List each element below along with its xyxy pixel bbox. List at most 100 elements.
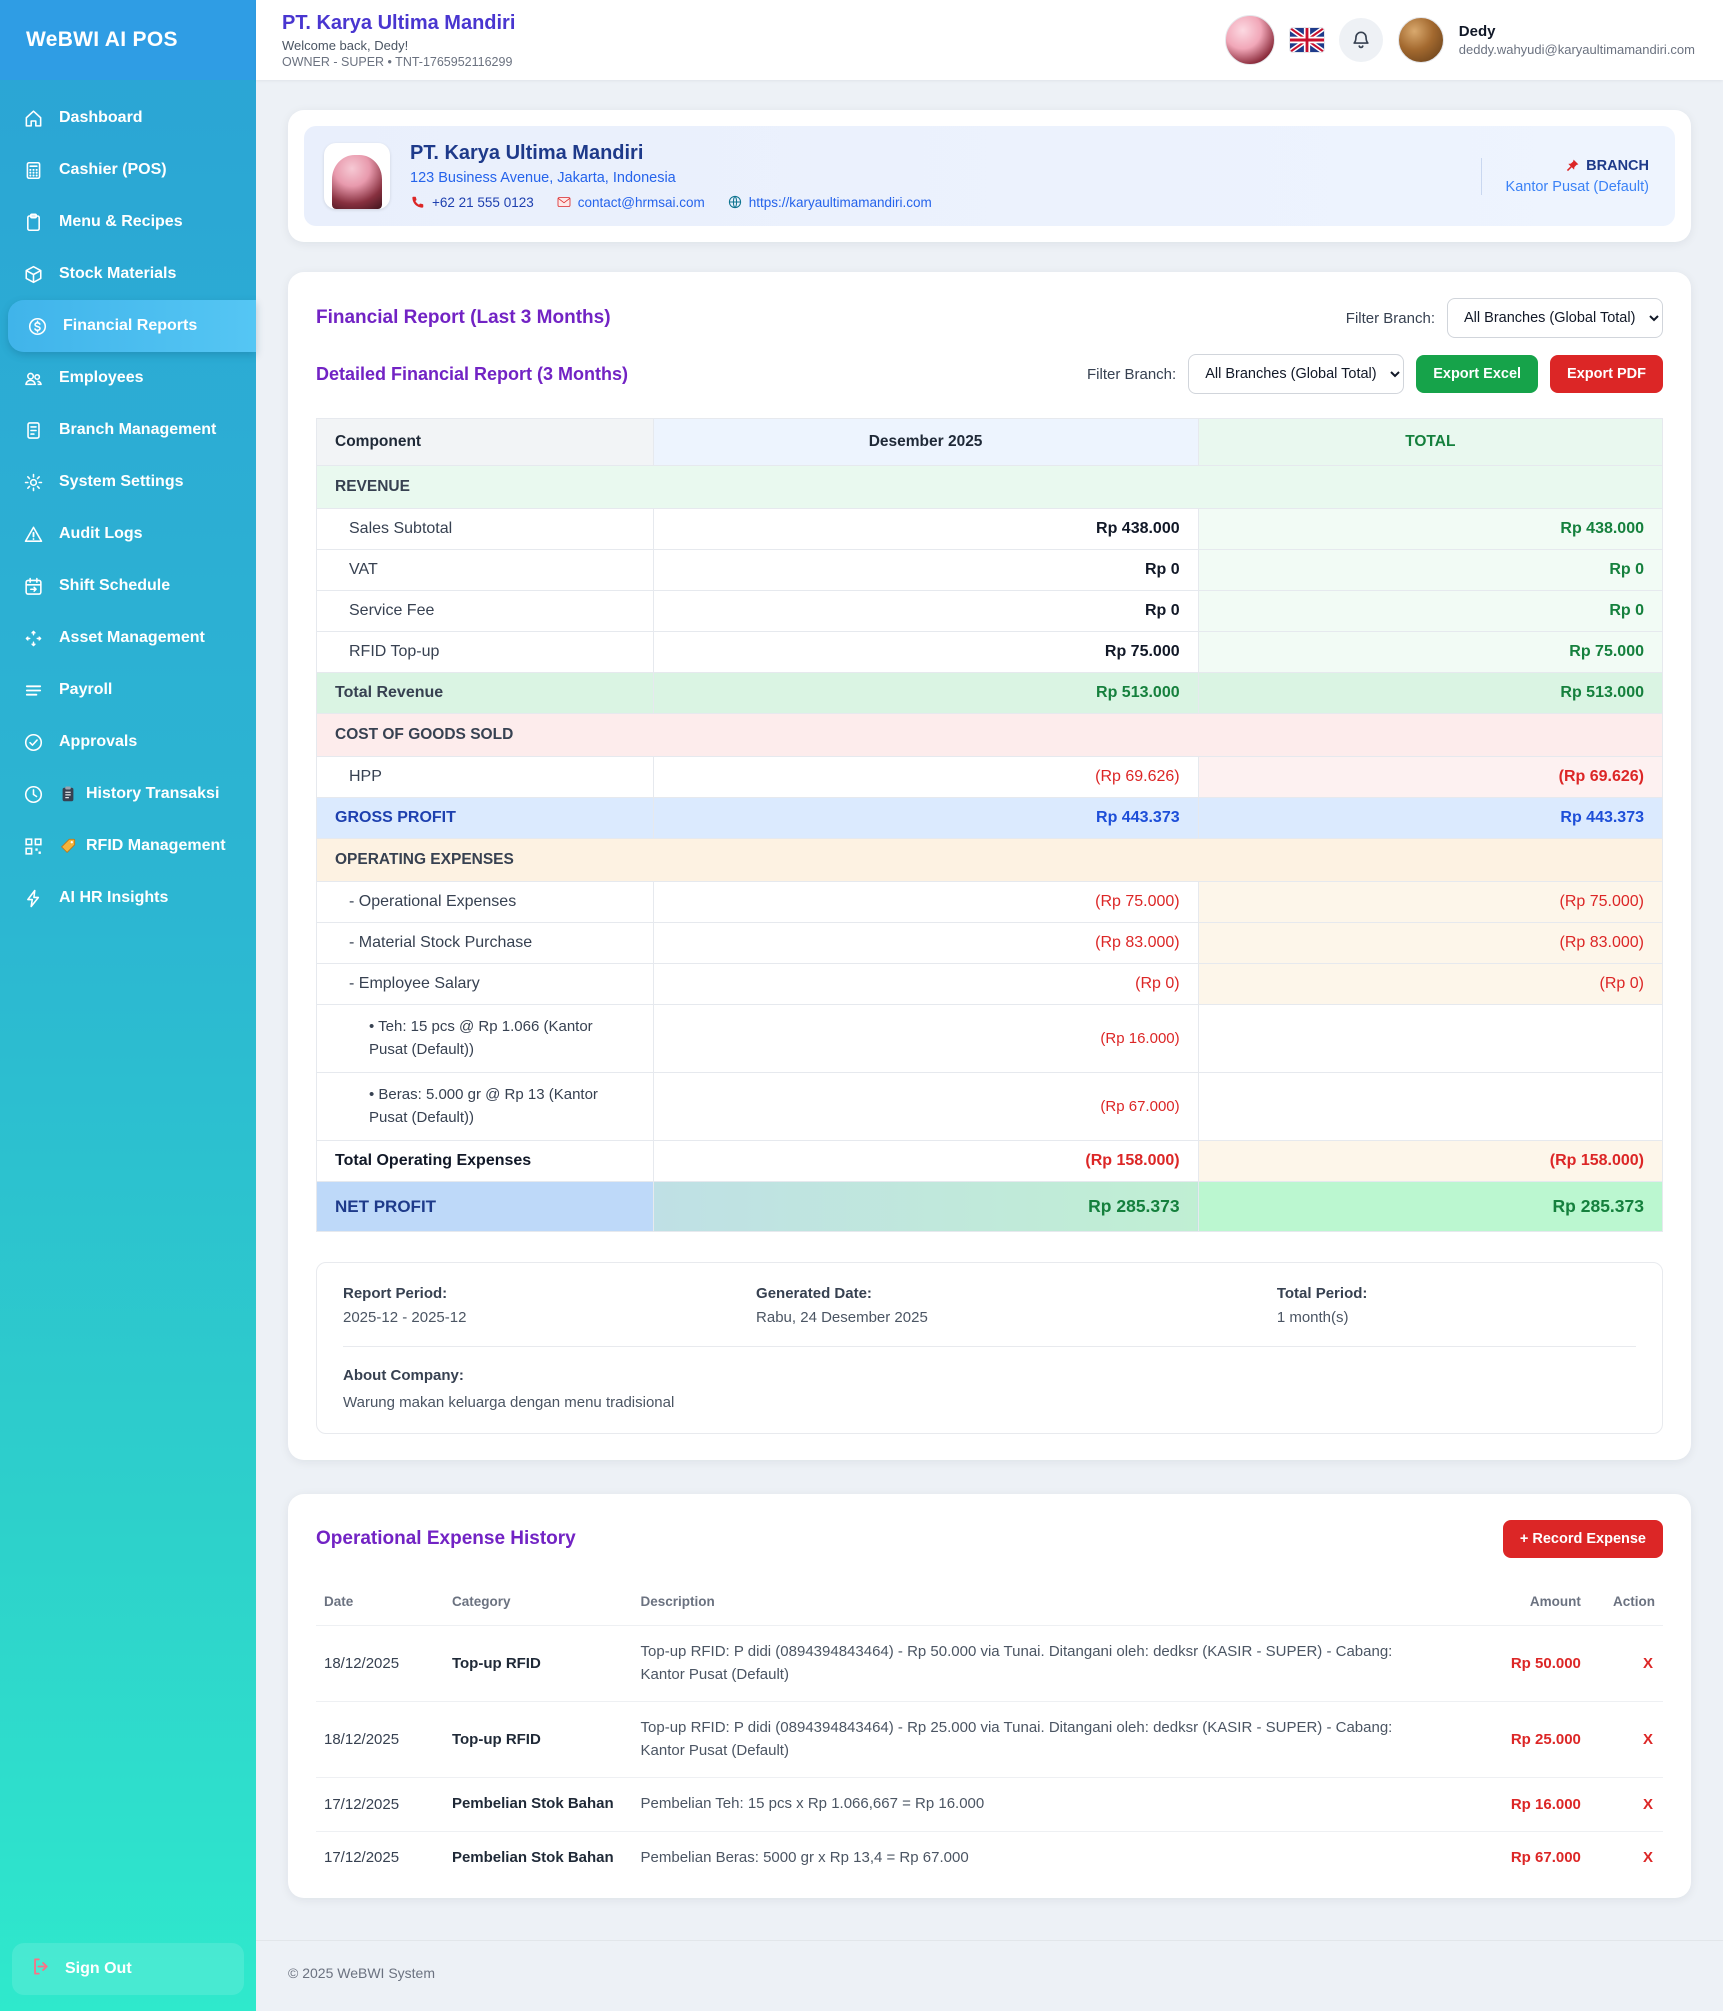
sidebar: WeBWI AI POS Dashboard Cashier (POS) Men… xyxy=(0,0,256,2011)
table-row: RFID Top-up Rp 75.000 Rp 75.000 xyxy=(316,631,1664,673)
sidebar-item-shift-schedule[interactable]: Shift Schedule xyxy=(0,560,256,612)
delete-expense-button[interactable]: X xyxy=(1588,1830,1663,1884)
company-address: 123 Business Avenue, Jakarta, Indonesia xyxy=(410,170,676,186)
sidebar-item-label: AI HR Insights xyxy=(59,889,169,906)
user-name: Dedy xyxy=(1458,23,1496,40)
expense-header-row: Date Category Description Amount Action xyxy=(316,1586,1663,1626)
sidebar-item-branch-management[interactable]: Branch Management xyxy=(0,404,256,456)
clock-icon xyxy=(22,783,44,805)
branch-filter-select-detail[interactable]: All Branches (Global Total) xyxy=(1188,354,1405,394)
lightning-icon xyxy=(22,887,44,909)
company-avatar xyxy=(324,143,390,209)
sidebar-item-system-settings[interactable]: System Settings xyxy=(0,456,256,508)
sign-out-button[interactable]: Sign Out xyxy=(12,1943,244,1995)
sidebar-item-payroll[interactable]: Payroll xyxy=(0,664,256,716)
globe-icon xyxy=(728,195,741,209)
sidebar-item-history-transaksi[interactable]: History Transaksi xyxy=(0,768,256,820)
sidebar-item-rfid-management[interactable]: RFID Management xyxy=(0,820,256,872)
page-title: PT. Karya Ultima Mandiri xyxy=(282,11,516,34)
expense-row: 17/12/2025 Pembelian Stok Bahan Pembelia… xyxy=(316,1830,1663,1884)
user-info: Dedy deddy.wahyudi@karyaultimamandiri.co… xyxy=(1459,23,1695,57)
gear-icon xyxy=(22,471,44,493)
tenant-meta: OWNER - SUPER • TNT-1765952116299 xyxy=(282,54,513,69)
sidebar-item-approvals[interactable]: Approvals xyxy=(0,716,256,768)
branch-info: BRANCH Kantor Pusat (Default) xyxy=(1480,157,1649,195)
assistant-avatar[interactable] xyxy=(1224,15,1275,65)
calendar-icon xyxy=(22,575,44,597)
company-inner-card: PT. Karya Ultima Mandiri 123 Business Av… xyxy=(304,126,1675,226)
column-header-total: TOTAL xyxy=(1197,418,1664,466)
sidebar-item-label: Asset Management xyxy=(59,629,205,646)
company-phone-link[interactable]: +62 21 555 0123 xyxy=(410,194,534,210)
header-actions: Dedy deddy.wahyudi@karyaultimamandiri.co… xyxy=(1224,15,1695,65)
tag-emoji-icon xyxy=(59,837,77,855)
column-header-amount: Amount xyxy=(1529,1594,1581,1609)
sidebar-item-cashier[interactable]: Cashier (POS) xyxy=(0,144,256,196)
expense-history-card: Operational Expense History + Record Exp… xyxy=(288,1494,1691,1898)
filter-branch-top: Filter Branch: All Branches (Global Tota… xyxy=(1346,298,1663,338)
clipboard-emoji-icon xyxy=(59,785,77,803)
export-pdf-button[interactable]: Export PDF xyxy=(1550,355,1663,393)
sidebar-item-label: Financial Reports xyxy=(63,317,198,334)
report-title: Financial Report (Last 3 Months) xyxy=(316,307,611,328)
expense-row: 18/12/2025 Top-up RFID Top-up RFID: P di… xyxy=(316,1625,1663,1702)
export-excel-button[interactable]: Export Excel xyxy=(1416,355,1539,393)
warning-triangle-icon xyxy=(22,523,44,545)
sign-out-label: Sign Out xyxy=(65,1960,132,1977)
sidebar-item-label: Cashier (POS) xyxy=(59,161,167,178)
financial-report-card: Financial Report (Last 3 Months) Filter … xyxy=(288,272,1691,1460)
sidebar-item-financial-reports[interactable]: Financial Reports xyxy=(8,300,256,352)
about-company: About Company: Warung makan keluarga den… xyxy=(343,1367,675,1411)
total-operating-expenses-row: Total Operating Expenses (Rp 158.000) (Rp … xyxy=(316,1140,1664,1182)
move-arrows-icon xyxy=(22,627,44,649)
branch-filter-select[interactable]: All Branches (Global Total) xyxy=(1447,298,1663,338)
cube-icon xyxy=(22,263,44,285)
delete-expense-button[interactable]: X xyxy=(1588,1777,1663,1831)
notifications-button[interactable] xyxy=(1338,18,1383,62)
sidebar-item-asset-management[interactable]: Asset Management xyxy=(0,612,256,664)
sidebar-menu: Dashboard Cashier (POS) Menu & Recipes S… xyxy=(0,80,256,1933)
main-area: PT. Karya Ultima Mandiri Welcome back, D… xyxy=(256,0,1723,2011)
branch-label: BRANCH xyxy=(1506,158,1649,174)
sidebar-item-label: RFID Management xyxy=(86,837,226,854)
expense-row: 17/12/2025 Pembelian Stok Bahan Pembelia… xyxy=(316,1777,1663,1831)
sidebar-item-label: System Settings xyxy=(59,473,184,490)
generated-date: Generated Date: Rabu, 24 Desember 2025 xyxy=(756,1285,928,1326)
table-row: - Operational Expenses (Rp 75.000) (Rp 75.… xyxy=(316,881,1664,923)
dollar-circle-icon xyxy=(26,315,48,337)
user-email: deddy.wahyudi@karyaultimamandiri.com xyxy=(1458,42,1695,57)
bell-icon xyxy=(1353,31,1369,49)
copyright-text: © 2025 WeBWI System xyxy=(288,1965,435,1981)
sidebar-item-dashboard[interactable]: Dashboard xyxy=(0,92,256,144)
company-website-link[interactable]: https://karyaultimamandiri.com xyxy=(727,194,932,210)
company-card: PT. Karya Ultima Mandiri 123 Business Av… xyxy=(288,110,1691,242)
sidebar-item-stock-materials[interactable]: Stock Materials xyxy=(0,248,256,300)
sidebar-item-ai-hr-insights[interactable]: AI HR Insights xyxy=(0,872,256,924)
company-email-link[interactable]: contact@hrmsai.com xyxy=(556,194,705,210)
expense-table: Date Category Description Amount Action … xyxy=(316,1586,1663,1884)
table-row: Sales Subtotal Rp 438.000 Rp 438.000 xyxy=(316,508,1664,550)
qr-code-icon xyxy=(22,835,44,857)
phone-icon xyxy=(412,196,424,208)
sidebar-item-label: Menu & Recipes xyxy=(59,213,183,230)
welcome-text: Welcome back, Dedy! xyxy=(282,37,409,53)
language-flag-button[interactable] xyxy=(1289,28,1324,52)
users-icon xyxy=(22,367,44,389)
filter-branch-label: Filter Branch: xyxy=(1087,365,1177,383)
sidebar-item-employees[interactable]: Employees xyxy=(0,352,256,404)
user-avatar[interactable] xyxy=(1397,17,1444,63)
record-expense-button[interactable]: + Record Expense xyxy=(1502,1520,1663,1558)
home-icon xyxy=(22,107,44,129)
table-row: - Material Stock Purchase (Rp 83.000) (Rp … xyxy=(316,922,1664,964)
sidebar-item-audit-logs[interactable]: Audit Logs xyxy=(0,508,256,560)
lines-icon xyxy=(22,679,44,701)
page-content: PT. Karya Ultima Mandiri 123 Business Av… xyxy=(256,80,1723,2011)
delete-expense-button[interactable]: X xyxy=(1588,1701,1663,1778)
logout-icon xyxy=(30,1956,51,1982)
delete-expense-button[interactable]: X xyxy=(1588,1625,1663,1702)
financial-table: Component Desember 2025 TOTAL REVENUE Sa… xyxy=(316,418,1664,1232)
section-row-opex: OPERATING EXPENSES xyxy=(316,838,1663,882)
pushpin-icon xyxy=(1567,159,1579,171)
sidebar-item-menu-recipes[interactable]: Menu & Recipes xyxy=(0,196,256,248)
sidebar-item-label: Stock Materials xyxy=(59,265,177,282)
